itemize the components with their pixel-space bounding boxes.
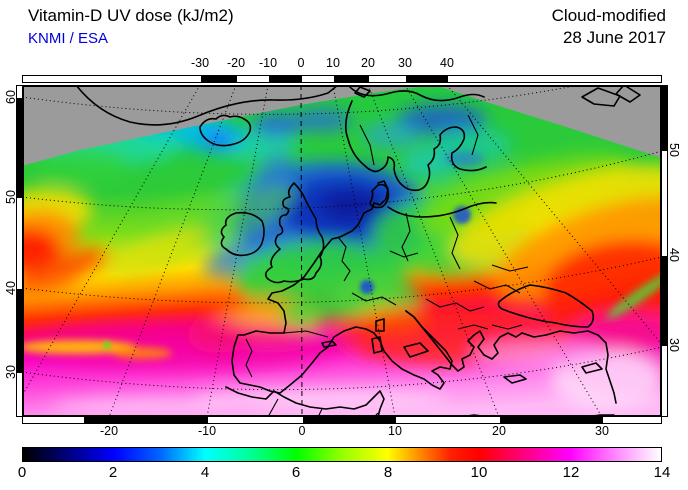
zebra-segment [17,373,22,416]
colorbar-tick-label: 6 [291,464,301,481]
zebra-segment [448,76,661,82]
zebra-segment [208,417,303,423]
zebra-segment [17,289,22,373]
colorbar-tick-label: 12 [562,464,580,481]
zebra-segment [662,86,667,151]
zebra-segment [603,417,661,423]
zebra-segment [23,417,84,423]
tick-label: -20 [226,56,246,70]
tick-label: -20 [99,424,119,438]
colorbar-tick-label: 4 [200,464,210,481]
zebra-bar-right [661,85,668,417]
zebra-segment [84,417,208,423]
tick-label: 10 [388,424,402,438]
colorbar [22,447,662,462]
colorbar-tick-label: 10 [470,464,488,481]
tick-label: -10 [197,424,217,438]
colorbar-tick-label: 14 [653,464,671,481]
page-title: Vitamin-D UV dose (kJ/m2) [28,6,234,25]
zebra-bar-bottom [22,416,662,424]
zebra-segment [369,76,406,82]
colorbar-tick-label: 2 [108,464,118,481]
zebra-segment [17,86,22,98]
uv-dose-map [22,85,662,417]
zebra-segment [662,346,667,416]
tick-label: 30 [595,424,609,438]
zebra-segment [23,76,201,82]
zebra-segment [17,98,22,198]
tick-label: 30 [667,338,681,352]
tick-label: -10 [258,56,278,70]
tick-label: 40 [667,248,681,262]
tick-label: 40 [440,56,454,70]
date-label: 28 June 2017 [562,28,666,47]
country-borders [245,114,529,417]
tick-label: 10 [326,56,340,70]
graticule [22,85,662,417]
map-frame [22,85,662,417]
no-data-region [22,85,662,166]
zebra-segment [500,417,603,423]
zebra-segment [662,256,667,346]
zebra-segment [269,76,302,82]
zebra-segment [396,417,500,423]
uv-field [22,85,662,417]
tick-label: 0 [298,424,306,438]
zebra-segment [303,417,396,423]
coastlines [75,85,641,417]
tick-label: 0 [297,56,305,70]
credit-text: KNMI / ESA [28,30,109,47]
zebra-segment [237,76,269,82]
zebra-bar-top [22,75,662,83]
zebra-segment [201,76,237,82]
mode-label: Cloud-modified [551,6,666,25]
colorbar-tick-label: 0 [17,464,27,481]
tick-label: 20 [492,424,506,438]
zebra-segment [406,76,448,82]
tick-label: 50 [667,143,681,157]
colorbar-tick-label: 8 [383,464,393,481]
zebra-segment [662,151,667,256]
zebra-segment [17,198,22,289]
tick-label: -30 [190,56,210,70]
zebra-segment [302,76,334,82]
tick-label: 20 [361,56,375,70]
tick-label: 30 [398,56,412,70]
zebra-segment [334,76,369,82]
